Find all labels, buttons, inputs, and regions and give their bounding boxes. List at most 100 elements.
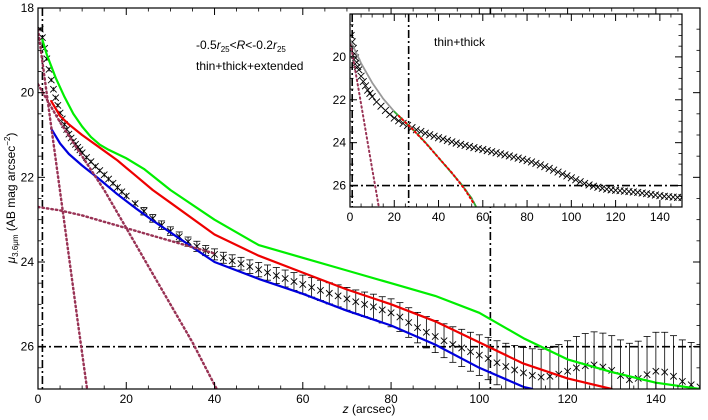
inset-model-curve-3 [397, 114, 475, 205]
inset-x-marker [598, 184, 607, 193]
main-x-marker [422, 328, 430, 336]
inset-data-point [366, 89, 374, 98]
main-data-point [49, 85, 57, 93]
inset-axis-ticks: 0 20 40 60 80 100 120 140 20 22 24 26 [333, 14, 683, 224]
inset-x-marker [452, 139, 460, 147]
main-data-point [625, 342, 633, 389]
inset-data-point [576, 177, 584, 186]
inset-x-marker [589, 182, 598, 190]
inset-data-point [399, 119, 407, 128]
inset-x-marker [567, 174, 576, 182]
inset-x-marker [678, 193, 682, 202]
main-x-marker [511, 366, 519, 374]
inset-data-point [567, 174, 576, 182]
main-data-point [670, 335, 678, 389]
inset-x-marker [536, 161, 545, 169]
main-x-marker [537, 373, 545, 381]
main-x-marker [652, 367, 660, 375]
main-x-marker [458, 344, 466, 352]
inset-y-tick-label: 26 [333, 179, 347, 193]
inset-x-marker [386, 110, 394, 119]
inset-data-point [361, 82, 370, 90]
inset-x-marker [487, 147, 496, 156]
main-x-marker [246, 263, 254, 271]
main-x-marker [228, 257, 236, 265]
inset-x-marker [465, 142, 474, 151]
inset-data-point [461, 141, 469, 150]
main-x-marker [369, 303, 377, 311]
inset-y-tick-label: 22 [333, 93, 347, 107]
main-x-marker [484, 355, 492, 363]
main-x-marker [281, 274, 289, 283]
main-x-marker [670, 372, 678, 380]
x-axis-label: z (arcsec) [342, 402, 396, 416]
main-x-marker [528, 371, 536, 379]
main-data-point [211, 248, 219, 261]
main-x-tick-label: 120 [558, 392, 578, 406]
main-data-point [281, 269, 289, 288]
inset-data-point [363, 86, 372, 94]
main-x-tick-label: 80 [384, 392, 398, 406]
inset-x-marker [527, 158, 536, 166]
main-x-marker [378, 306, 386, 314]
inset-data-point [492, 149, 500, 157]
main-data-point [652, 331, 660, 389]
inset-x-marker [439, 135, 447, 143]
inset-x-tick-label: 120 [606, 210, 626, 224]
inset-x-marker [366, 89, 374, 98]
inset-x-marker [399, 119, 407, 128]
main-x-marker [572, 364, 580, 372]
main-data-point [687, 342, 695, 389]
main-data-point [47, 76, 55, 84]
main-x-marker [493, 359, 501, 367]
main-data-point [325, 282, 333, 305]
main-data-points [38, 25, 700, 389]
inset-x-marker [572, 176, 580, 184]
inset-data-point [417, 127, 425, 136]
main-x-marker [475, 351, 483, 359]
inset-fit-annotation: thin+thick [434, 35, 486, 49]
inset-data-point [470, 143, 478, 152]
inset-data-point [390, 114, 398, 122]
inset-x-tick-label: 100 [561, 210, 581, 224]
inset-x-marker [545, 164, 553, 173]
inset-y-tick-label: 24 [333, 136, 347, 150]
inset-x-marker [421, 129, 429, 137]
inset-data-point [518, 155, 527, 164]
inset-x-marker [390, 114, 398, 122]
inset-data-point [536, 161, 545, 169]
main-x-marker [661, 368, 669, 376]
inset-data-point [545, 164, 553, 173]
inset-data-layer [350, 14, 682, 207]
main-x-marker [290, 277, 298, 285]
inset-data-point [425, 131, 434, 139]
inset-data-point [479, 145, 487, 154]
main-data-point [537, 348, 545, 389]
inset-data-point [523, 156, 531, 165]
main-x-marker [299, 280, 307, 288]
main-data-point [493, 340, 501, 386]
main-x-marker [466, 348, 475, 356]
main-y-tick-label: 20 [21, 86, 35, 100]
inset-x-marker [501, 151, 509, 159]
inset-data-point [549, 166, 558, 174]
inset-data-point [505, 152, 514, 160]
fit-components-annotation: thin+thick+extended [196, 59, 303, 73]
inset-data-point [501, 151, 509, 159]
inset-data-point [527, 158, 536, 166]
main-x-marker [361, 300, 369, 308]
inset-data-point [443, 136, 452, 145]
inset-x-marker [554, 168, 562, 176]
inset-x-marker [363, 86, 372, 94]
inset-x-marker [594, 183, 602, 191]
inset-x-marker [359, 77, 367, 86]
inset-x-marker [430, 132, 438, 140]
main-data-point [696, 344, 700, 389]
inset-x-marker [549, 166, 558, 174]
inset-data-point [368, 92, 376, 101]
inset-chart-panel: 0 20 40 60 80 100 120 140 20 22 24 26 thin+thick [333, 13, 683, 224]
main-x-marker [272, 272, 280, 280]
main-data-point [422, 316, 430, 349]
